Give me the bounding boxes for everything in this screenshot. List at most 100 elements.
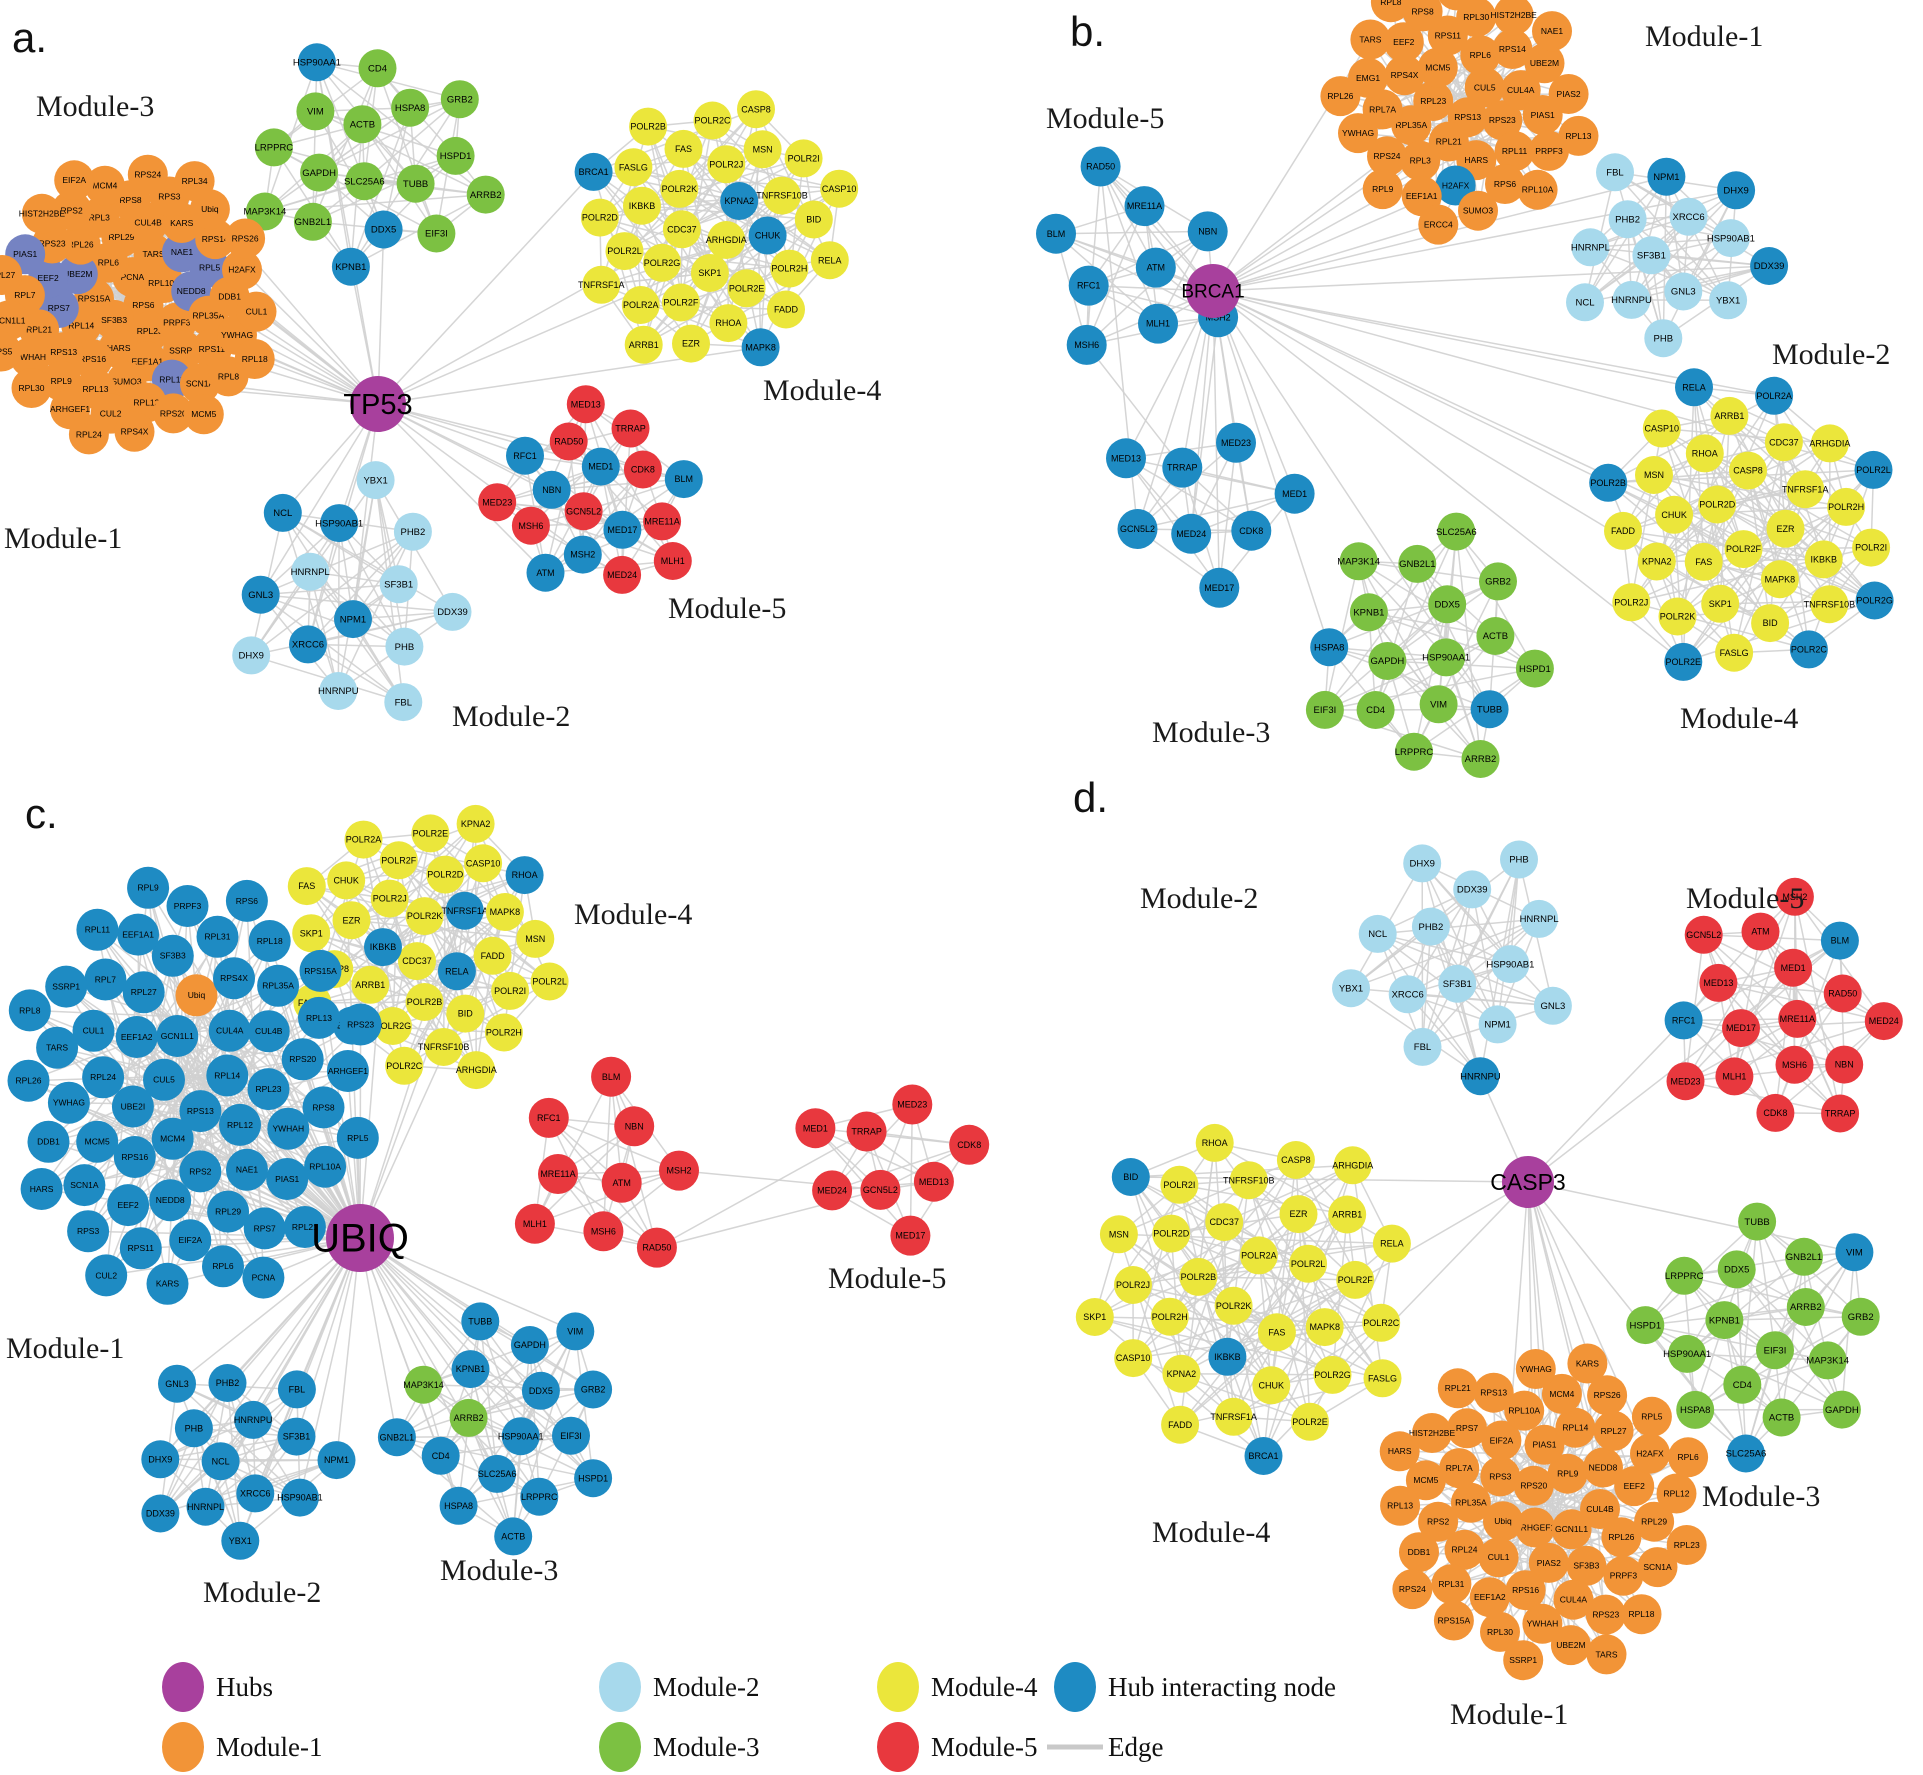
node-circle[interactable] [1522, 1603, 1563, 1644]
node-TARS[interactable]: TARS [133, 233, 174, 274]
node-RPS2[interactable]: RPS2 [51, 190, 92, 231]
node-circle[interactable] [1427, 15, 1468, 56]
node-circle[interactable] [1380, 1485, 1421, 1526]
node-circle[interactable] [1403, 844, 1442, 883]
node-RPL9[interactable]: RPL9 [1362, 169, 1403, 210]
node-MED17[interactable]: MED17 [603, 510, 642, 549]
node-ATM[interactable]: ATM [1135, 247, 1176, 288]
node-HIST2H2BE[interactable]: HIST2H2BE [1409, 1413, 1456, 1453]
node-circle[interactable] [1647, 157, 1686, 196]
node-DDB1[interactable]: DDB1 [1399, 1532, 1439, 1573]
node-RPL12[interactable]: RPL12 [219, 1103, 261, 1146]
node-RPS20[interactable]: RPS20 [153, 393, 194, 434]
node-GNB2L1[interactable]: GNB2L1 [293, 202, 332, 241]
node-circle[interactable] [1310, 628, 1349, 667]
node-circle[interactable] [1664, 272, 1703, 311]
node-NBN[interactable]: NBN [1187, 211, 1228, 252]
node-circle[interactable] [317, 1441, 356, 1480]
node-circle[interactable] [1855, 581, 1894, 620]
node-circle[interactable] [1756, 1093, 1795, 1132]
node-circle[interactable] [810, 241, 849, 280]
node-circle[interactable] [1709, 281, 1748, 320]
node-ARRB1[interactable]: ARRB1 [351, 965, 390, 1004]
node-IKBKB[interactable]: IKBKB [623, 186, 661, 225]
node-circle[interactable] [153, 393, 194, 434]
node-MAP3K14[interactable]: MAP3K14 [244, 192, 287, 231]
node-circle[interactable] [660, 169, 699, 208]
node-circle[interactable] [1362, 169, 1403, 210]
node-FAS[interactable]: FAS [1684, 542, 1723, 581]
node-MED24[interactable]: MED24 [1864, 1002, 1903, 1041]
node-FAS[interactable]: FAS [664, 129, 703, 168]
node-POLR2E[interactable]: POLR2E [727, 269, 766, 308]
node-CDK8[interactable]: CDK8 [623, 450, 662, 489]
node-RAD50[interactable]: RAD50 [1080, 146, 1121, 187]
node-circle[interactable] [424, 1028, 463, 1066]
node-CDK8[interactable]: CDK8 [1231, 510, 1272, 551]
node-circle[interactable] [1231, 510, 1272, 551]
node-SLC25A6[interactable]: SLC25A6 [344, 162, 385, 201]
node-ATM[interactable]: ATM [1741, 912, 1780, 951]
node-circle[interactable] [494, 1517, 533, 1556]
node-MSH2[interactable]: MSH2 [563, 535, 602, 574]
node-circle[interactable] [405, 897, 444, 936]
node-POLR2B[interactable]: POLR2B [405, 983, 444, 1021]
node-POLR2G[interactable]: POLR2G [1855, 581, 1894, 620]
node-ARRB1[interactable]: ARRB1 [1328, 1195, 1367, 1234]
node-circle[interactable] [245, 192, 284, 231]
node-PHB2[interactable]: PHB2 [208, 1364, 247, 1402]
node-circle[interactable] [1580, 1489, 1620, 1529]
node-circle[interactable] [248, 920, 291, 962]
node-circle[interactable] [11, 368, 52, 408]
node-circle[interactable] [1726, 1434, 1765, 1473]
node-circle[interactable] [485, 893, 524, 931]
node-circle[interactable] [1195, 1123, 1234, 1162]
node-POLR2J[interactable]: POLR2J [370, 879, 409, 918]
node-TRRAP[interactable]: TRRAP [846, 1111, 887, 1152]
node-circle[interactable] [27, 1120, 70, 1163]
node-RPL5[interactable]: RPL5 [336, 1116, 379, 1159]
node-circle[interactable] [446, 994, 485, 1033]
node-MAPK8[interactable]: MAPK8 [1760, 560, 1799, 599]
node-circle[interactable] [501, 1417, 540, 1456]
node-HSPA8[interactable]: HSPA8 [1310, 628, 1349, 667]
node-circle[interactable] [277, 1370, 316, 1409]
node-EIF3I[interactable]: EIF3I [1756, 1331, 1794, 1370]
node-circle[interactable] [1332, 969, 1370, 1008]
node-circle[interactable] [1437, 512, 1476, 551]
node-circle[interactable] [1336, 1260, 1375, 1299]
node-circle[interactable] [0, 331, 22, 372]
node-CDK8[interactable]: CDK8 [1756, 1093, 1795, 1132]
node-MSH2[interactable]: MSH2 [1775, 877, 1814, 916]
node-circle[interactable] [1412, 1413, 1452, 1453]
node-circle[interactable] [1635, 456, 1673, 494]
node-NEDD8[interactable]: NEDD8 [149, 1179, 192, 1222]
node-circle[interactable] [1612, 583, 1651, 622]
node-BRCA1[interactable]: BRCA1 [574, 152, 613, 191]
node-RFC1[interactable]: RFC1 [1664, 1001, 1703, 1040]
node-RPL35A[interactable]: RPL35A [1450, 1482, 1491, 1523]
node-MED23[interactable]: MED23 [1666, 1062, 1705, 1101]
node-circle[interactable] [794, 200, 833, 239]
node-RPS24[interactable]: RPS24 [127, 154, 168, 195]
node-circle[interactable] [1711, 219, 1750, 258]
node-circle[interactable] [1785, 1237, 1823, 1276]
node-circle[interactable] [364, 210, 403, 249]
node-circle[interactable] [1810, 585, 1849, 624]
node-MSN[interactable]: MSN [743, 130, 782, 169]
node-circle[interactable] [236, 291, 277, 332]
node-circle[interactable] [532, 470, 571, 509]
node-RPL23[interactable]: RPL23 [1666, 1525, 1707, 1565]
node-RPS23[interactable]: RPS23 [339, 1003, 382, 1046]
node-FADD[interactable]: FADD [473, 936, 512, 975]
node-circle[interactable] [1075, 1298, 1114, 1336]
node-EIF3I[interactable]: EIF3I [552, 1416, 590, 1455]
node-RPL23[interactable]: RPL23 [247, 1068, 290, 1111]
node-DDX5[interactable]: DDX5 [1428, 585, 1467, 624]
node-POLR2K[interactable]: POLR2K [1214, 1286, 1253, 1325]
node-BLM[interactable]: BLM [1820, 921, 1859, 960]
node-XRCC6[interactable]: XRCC6 [236, 1474, 275, 1513]
node-circle[interactable] [1114, 1266, 1152, 1304]
node-VIM[interactable]: VIM [296, 92, 335, 131]
node-YWHAH[interactable]: YWHAH [1522, 1603, 1563, 1644]
